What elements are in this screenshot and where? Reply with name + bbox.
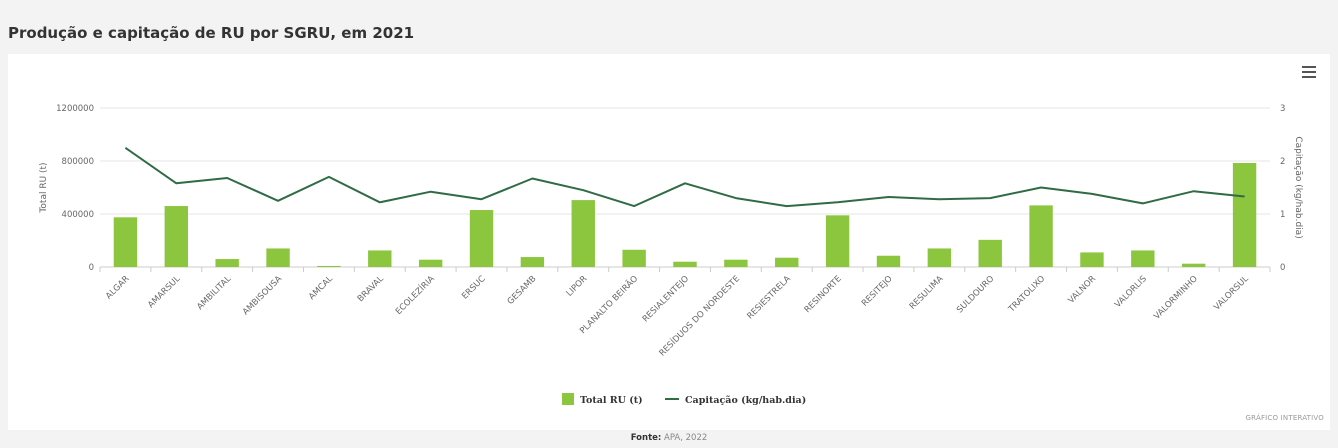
x-tick-label: ERSUC	[460, 274, 488, 302]
bar	[571, 200, 595, 267]
bar	[113, 217, 138, 267]
bar	[1080, 252, 1104, 267]
bar	[673, 261, 697, 267]
source-caption: Fonte: APA, 2022	[0, 433, 1338, 443]
x-tick-label: SULDOURO	[955, 274, 997, 316]
bar	[724, 259, 748, 267]
bar-line-chart[interactable]: 0 400000 800000 1200000 0 1 2 3 Total RU (t) Capi…	[8, 54, 1330, 430]
legend-label-line: Capitação (kg/hab.dia)	[685, 395, 806, 406]
x-tick-label: GESAMB	[506, 274, 539, 307]
y-left-tick-label: 400000	[62, 210, 94, 220]
chart-panel: 0 400000 800000 1200000 0 1 2 3 Total RU (t) Capi…	[8, 54, 1330, 430]
bar	[266, 248, 290, 267]
y-right-tick-label: 3	[1280, 104, 1285, 114]
hamburger-menu-icon[interactable]	[1302, 66, 1316, 78]
interactive-chart-label: GRÁFICO INTERATIVO	[1245, 414, 1324, 422]
legend-swatch-bar	[562, 393, 574, 405]
bar	[215, 259, 239, 267]
x-tick-label: ALGAR	[104, 274, 132, 302]
bar	[1232, 162, 1257, 267]
bar	[164, 206, 189, 267]
x-tick-label: VALORMINHO	[1152, 274, 1200, 322]
x-tick-label: RESIALENTEJO	[641, 274, 692, 325]
bar	[368, 250, 392, 267]
x-tick-label: AMARSUL	[146, 274, 182, 310]
bar	[1131, 250, 1155, 267]
y-left-axis-title: Total RU (t)	[39, 162, 49, 213]
y-right-tick-label: 1	[1280, 210, 1285, 220]
x-tick-label: BRAVAL	[356, 274, 386, 304]
page-title: Produção e capitação de RU por SGRU, em …	[8, 24, 415, 42]
x-tick-label: RESULIMA	[908, 274, 946, 312]
x-tick-label: AMBISOUSA	[241, 274, 284, 317]
y-right-tick-label: 0	[1280, 263, 1285, 273]
bar	[520, 257, 545, 267]
y-right-tick-label: 2	[1280, 157, 1285, 167]
bar	[622, 249, 646, 267]
bar	[825, 215, 850, 267]
bar	[469, 210, 494, 267]
bar	[1029, 205, 1053, 267]
x-tick-label: AMCAL	[307, 274, 335, 302]
x-tick-label: ECOLEZÍRIA	[392, 273, 436, 317]
y-right-axis-title: Capitação (kg/hab.dia)	[1293, 136, 1303, 238]
y-left-tick-label: 1200000	[56, 104, 94, 114]
source-text: APA, 2022	[664, 433, 708, 443]
y-left-tick-label: 0	[89, 263, 94, 273]
x-tick-label: RESITEJO	[860, 274, 895, 309]
source-label: Fonte:	[630, 433, 662, 443]
bar	[1181, 263, 1206, 267]
x-tick-label: VALORLIS	[1113, 274, 1149, 310]
bar	[876, 255, 901, 267]
x-tick-label: VALNOR	[1066, 274, 1098, 306]
bar	[317, 265, 341, 267]
x-tick-label: RESÍDUOS DO NORDESTE	[656, 273, 742, 359]
line-series	[124, 146, 1245, 208]
bar	[927, 248, 952, 267]
x-tick-label: VALORSUL	[1212, 274, 1251, 313]
x-tick-label: RESINORTE	[803, 274, 844, 315]
legend-label-bar: Total RU (t)	[580, 395, 643, 406]
x-tick-label: LIPOR	[565, 274, 590, 299]
bar	[418, 259, 443, 267]
bar	[978, 239, 1002, 267]
y-left-tick-label: 800000	[62, 157, 94, 167]
x-tick-label: TRATOLIXO	[1006, 274, 1047, 315]
bar	[775, 257, 799, 267]
x-tick-label: AMBILITAL	[195, 274, 233, 312]
x-tick-label: RESIESTRELA	[745, 274, 793, 322]
